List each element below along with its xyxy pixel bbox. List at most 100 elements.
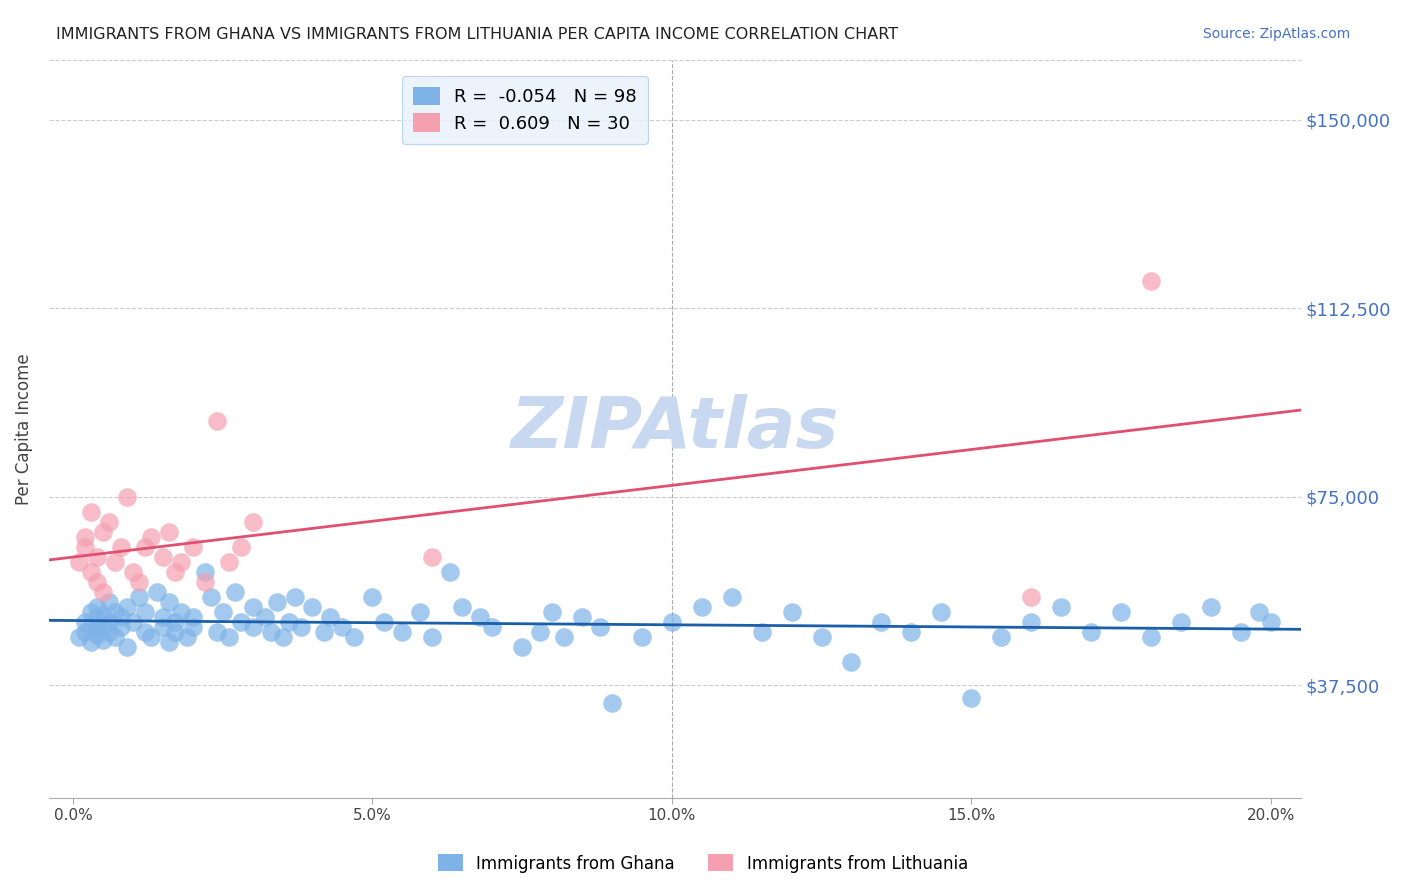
Point — [229, 540, 252, 554]
Point — [97, 515, 120, 529]
Point — [224, 585, 246, 599]
Point — [86, 600, 108, 615]
Legend: R =  -0.054   N = 98, R =  0.609   N = 30: R = -0.054 N = 98, R = 0.609 N = 30 — [402, 76, 648, 144]
Point — [157, 524, 180, 539]
Point — [283, 590, 305, 604]
Point — [176, 630, 198, 644]
Point — [110, 610, 132, 624]
Point — [67, 630, 90, 644]
Point — [86, 610, 108, 624]
Point — [163, 625, 186, 640]
Point — [152, 620, 174, 634]
Point — [373, 615, 395, 630]
Point — [631, 630, 654, 644]
Point — [205, 625, 228, 640]
Point — [194, 565, 217, 579]
Point — [1140, 630, 1163, 644]
Point — [1019, 590, 1042, 604]
Point — [451, 600, 474, 615]
Point — [104, 605, 127, 619]
Point — [420, 549, 443, 564]
Point — [194, 575, 217, 590]
Point — [242, 600, 264, 615]
Point — [470, 610, 492, 624]
Point — [259, 625, 281, 640]
Point — [104, 630, 127, 644]
Point — [139, 630, 162, 644]
Point — [319, 610, 342, 624]
Point — [152, 549, 174, 564]
Y-axis label: Per Capita Income: Per Capita Income — [15, 353, 32, 505]
Point — [810, 630, 832, 644]
Point — [960, 690, 983, 705]
Point — [146, 585, 169, 599]
Point — [91, 524, 114, 539]
Point — [91, 617, 114, 632]
Point — [91, 607, 114, 622]
Point — [1140, 274, 1163, 288]
Point — [121, 565, 143, 579]
Point — [600, 696, 623, 710]
Point — [409, 605, 432, 619]
Point — [163, 565, 186, 579]
Point — [218, 630, 240, 644]
Point — [301, 600, 323, 615]
Point — [80, 505, 103, 519]
Text: Source: ZipAtlas.com: Source: ZipAtlas.com — [1202, 27, 1350, 41]
Point — [1247, 605, 1270, 619]
Point — [91, 632, 114, 647]
Point — [290, 620, 312, 634]
Point — [510, 640, 533, 655]
Point — [481, 620, 503, 634]
Point — [73, 530, 96, 544]
Point — [110, 620, 132, 634]
Point — [128, 575, 150, 590]
Text: ZIPAtlas: ZIPAtlas — [510, 394, 839, 463]
Point — [218, 555, 240, 569]
Legend: Immigrants from Ghana, Immigrants from Lithuania: Immigrants from Ghana, Immigrants from L… — [432, 847, 974, 880]
Point — [751, 625, 773, 640]
Point — [67, 555, 90, 569]
Point — [361, 590, 384, 604]
Text: IMMIGRANTS FROM GHANA VS IMMIGRANTS FROM LITHUANIA PER CAPITA INCOME CORRELATION: IMMIGRANTS FROM GHANA VS IMMIGRANTS FROM… — [56, 27, 898, 42]
Point — [1170, 615, 1192, 630]
Point — [80, 635, 103, 649]
Point — [211, 605, 233, 619]
Point — [529, 625, 551, 640]
Point — [86, 549, 108, 564]
Point — [128, 590, 150, 604]
Point — [73, 540, 96, 554]
Point — [541, 605, 564, 619]
Point — [242, 620, 264, 634]
Point — [439, 565, 461, 579]
Point — [134, 625, 156, 640]
Point — [200, 590, 222, 604]
Point — [80, 605, 103, 619]
Point — [1229, 625, 1251, 640]
Point — [80, 620, 103, 634]
Point — [571, 610, 593, 624]
Point — [271, 630, 294, 644]
Point — [86, 628, 108, 642]
Point — [841, 656, 863, 670]
Point — [86, 623, 108, 637]
Point — [229, 615, 252, 630]
Point — [266, 595, 288, 609]
Point — [391, 625, 413, 640]
Point — [97, 625, 120, 640]
Point — [870, 615, 893, 630]
Point — [1050, 600, 1073, 615]
Point — [661, 615, 683, 630]
Point — [139, 530, 162, 544]
Point — [205, 414, 228, 428]
Point — [181, 540, 204, 554]
Point — [929, 605, 952, 619]
Point — [332, 620, 354, 634]
Point — [170, 605, 193, 619]
Point — [115, 490, 138, 504]
Point — [690, 600, 713, 615]
Point — [990, 630, 1012, 644]
Point — [1109, 605, 1132, 619]
Point — [1080, 625, 1102, 640]
Point — [253, 610, 276, 624]
